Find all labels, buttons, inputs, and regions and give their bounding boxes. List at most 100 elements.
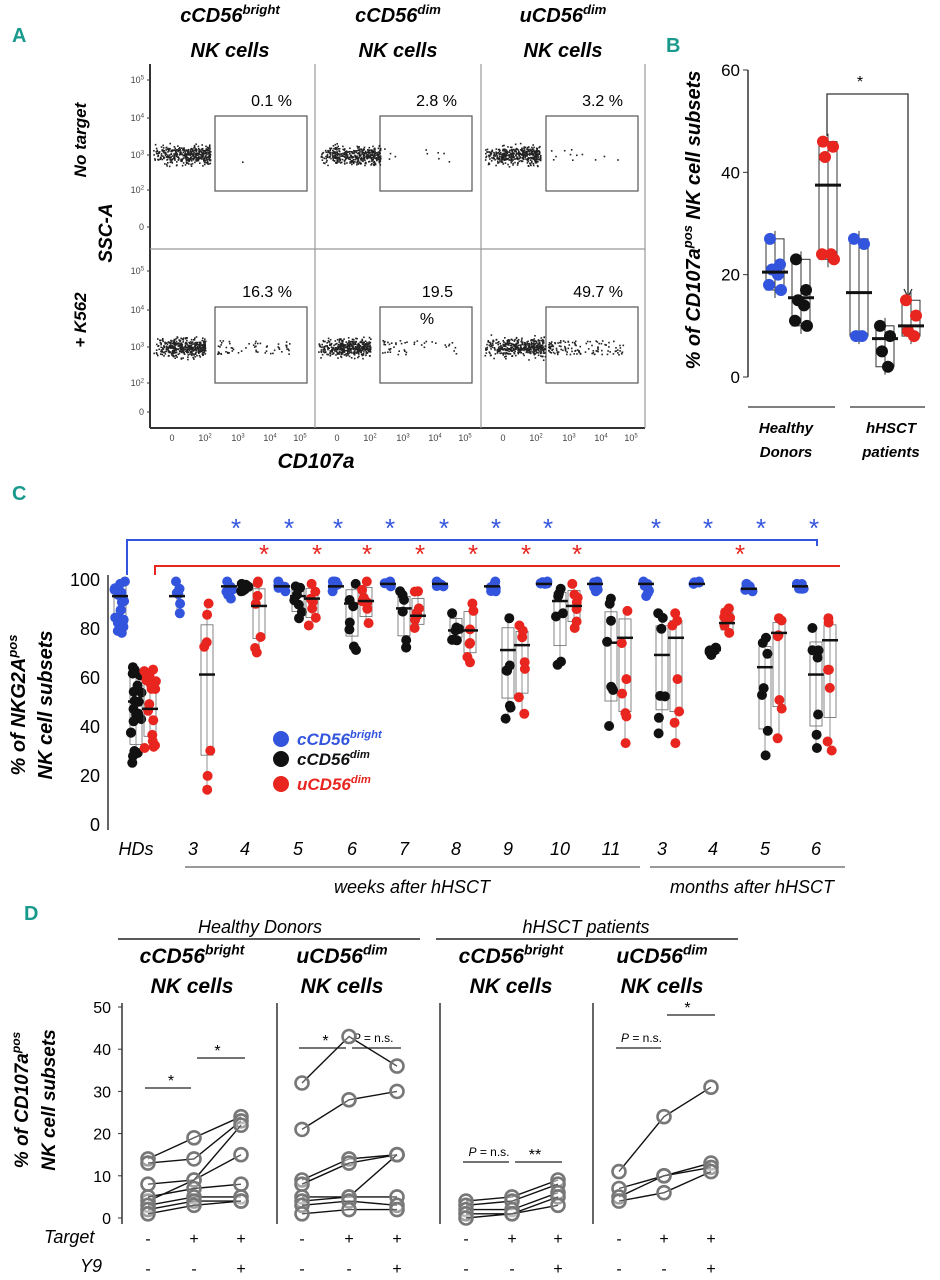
flow-event <box>573 353 575 355</box>
flow-event <box>198 344 201 346</box>
d-y9-sign: - <box>191 1261 196 1278</box>
flow-event <box>338 348 340 351</box>
flow-event <box>230 347 233 349</box>
c-data-point <box>310 586 321 597</box>
flow-event <box>367 157 370 159</box>
flow-event <box>368 346 371 348</box>
flow-event <box>548 346 550 349</box>
flow-event <box>343 345 345 348</box>
flow-event <box>369 348 372 351</box>
flow-event <box>574 344 577 346</box>
flow-event <box>164 353 167 355</box>
flow-event <box>343 344 346 346</box>
flow-event <box>322 162 325 164</box>
flow-event <box>528 152 531 154</box>
flow-event <box>359 348 362 351</box>
flow-event <box>564 350 567 352</box>
flow-event <box>204 153 206 155</box>
flow-event <box>335 156 338 158</box>
flow-event <box>504 162 507 164</box>
flow-event <box>217 352 220 355</box>
flow-event <box>190 341 192 343</box>
flow-event <box>497 152 500 154</box>
flow-event <box>443 152 445 155</box>
flow-event <box>403 349 406 351</box>
flow-event <box>518 155 520 157</box>
flow-event <box>217 351 220 353</box>
b-y-tick-label: 20 <box>721 266 740 285</box>
flow-column-title: uCD56dim <box>520 2 607 27</box>
d-row-label-target: Target <box>44 1227 95 1247</box>
flow-event <box>495 153 498 156</box>
c-data-point <box>133 708 144 719</box>
c-data-point <box>409 586 420 597</box>
c-data-point <box>674 706 685 717</box>
flow-event <box>499 149 501 152</box>
flow-event <box>195 336 198 338</box>
flow-event <box>191 341 194 343</box>
flow-event <box>347 337 350 339</box>
flow-event <box>534 160 537 163</box>
b-data-point <box>910 309 922 322</box>
flow-event <box>368 146 371 149</box>
c-legend-marker <box>273 751 289 767</box>
flow-event <box>185 337 188 339</box>
flow-event <box>205 155 207 157</box>
flow-event <box>199 162 201 164</box>
flow-event <box>330 343 332 346</box>
flow-event <box>203 163 206 166</box>
flow-event <box>202 341 205 344</box>
c-data-point <box>128 751 138 761</box>
flow-event <box>184 348 187 350</box>
flow-event <box>338 341 341 343</box>
flow-event <box>281 351 283 353</box>
flow-event <box>332 348 335 350</box>
flow-event <box>541 344 544 346</box>
flow-event <box>448 343 451 346</box>
flow-event <box>490 334 493 336</box>
flow-event <box>521 342 524 345</box>
flow-event <box>158 152 160 154</box>
flow-event <box>178 154 181 156</box>
c-data-point <box>657 612 668 623</box>
flow-event <box>519 351 521 354</box>
flow-event <box>361 338 363 341</box>
flow-event <box>191 349 193 351</box>
flow-event <box>220 344 222 346</box>
c-data-point <box>604 598 615 609</box>
flow-event <box>554 342 556 344</box>
flow-event <box>198 157 201 160</box>
flow-event <box>364 152 366 155</box>
c-data-point <box>468 605 479 616</box>
flow-event <box>273 349 276 352</box>
flow-event <box>374 151 376 153</box>
flow-event <box>530 349 532 351</box>
flow-event <box>355 151 358 154</box>
flow-event <box>355 156 357 158</box>
flow-event <box>600 342 603 345</box>
flow-event <box>359 152 361 154</box>
flow-event <box>503 341 505 343</box>
flow-event <box>365 345 367 347</box>
flow-event <box>543 336 546 338</box>
flow-event <box>501 145 504 147</box>
flow-event <box>619 350 621 352</box>
flow-event <box>198 153 201 156</box>
c-data-point <box>199 641 210 652</box>
flow-event <box>165 156 168 158</box>
d-y9-sign: - <box>299 1261 304 1278</box>
flow-event <box>360 156 363 159</box>
c-data-point <box>350 578 361 589</box>
flow-event <box>177 348 180 350</box>
flow-event <box>489 352 491 355</box>
flow-event <box>485 149 487 151</box>
flow-event <box>363 154 366 157</box>
d-data-point <box>389 1083 405 1100</box>
flow-event <box>559 341 562 344</box>
flow-event <box>510 338 513 341</box>
flow-event <box>186 351 189 354</box>
flow-event <box>503 159 506 161</box>
c-data-point <box>467 598 478 609</box>
flow-event <box>578 350 580 353</box>
d-pair-line <box>147 1116 242 1160</box>
